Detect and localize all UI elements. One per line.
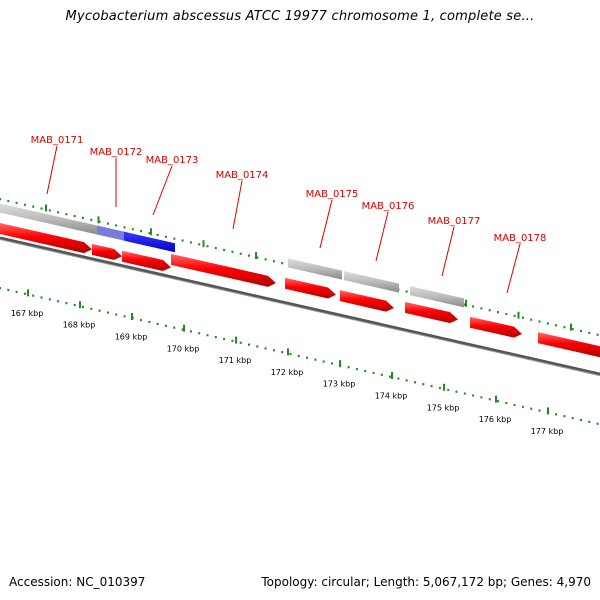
cds-arrow[interactable]	[405, 301, 458, 324]
gene-feature-selected[interactable]	[124, 231, 175, 253]
gene-label-mab_0175[interactable]: MAB_0175	[306, 189, 359, 200]
gene-leader-line	[232, 180, 243, 230]
ruler-label: 176 kbp	[479, 415, 512, 424]
map-title: Mycobacterium abscessus ATCC 19977 chrom…	[65, 9, 535, 24]
genome-summary-text: Topology: circular; Length: 5,067,172 bp…	[261, 575, 591, 589]
cds-arrow[interactable]	[470, 316, 522, 338]
gene-feature-overlap[interactable]	[97, 225, 124, 241]
chromosome-backbone-highlight	[0, 239, 600, 377]
gene-feature-gray[interactable]	[288, 258, 342, 280]
ruler-label: 171 kbp	[219, 356, 252, 365]
ruler-label: 167 kbp	[11, 309, 44, 318]
gene-leader-line	[46, 145, 58, 195]
gene-label-mab_0171[interactable]: MAB_0171	[31, 135, 84, 146]
ruler-label: 175 kbp	[427, 403, 460, 412]
ruler-label: 169 kbp	[115, 332, 148, 341]
ruler-label: 173 kbp	[323, 380, 356, 389]
chromosome-backbone	[0, 236, 600, 376]
cds-arrow[interactable]	[122, 250, 171, 272]
cds-arrow[interactable]	[171, 253, 276, 287]
cds-arrow[interactable]	[538, 332, 600, 358]
gene-label-mab_0176[interactable]: MAB_0176	[362, 201, 415, 212]
gene-label-mab_0173[interactable]: MAB_0173	[146, 155, 199, 166]
gene-label-mab_0174[interactable]: MAB_0174	[216, 170, 269, 181]
ruler-label: 172 kbp	[271, 368, 304, 377]
ruler-label: 168 kbp	[63, 321, 96, 330]
accession-text: Accession: NC_010397	[9, 575, 146, 589]
gene-feature-gray[interactable]	[0, 203, 97, 235]
gene-leader-line	[319, 199, 333, 249]
ruler-label: 177 kbp	[531, 427, 564, 436]
cds-arrow[interactable]	[0, 223, 92, 254]
gene-label-mab_0177[interactable]: MAB_0177	[428, 216, 481, 227]
gene-leader-line	[441, 226, 455, 277]
gene-leader-line	[375, 211, 389, 262]
gene-label-mab_0172[interactable]: MAB_0172	[90, 147, 143, 158]
ruler-label: 174 kbp	[375, 391, 408, 400]
gene-leader-line	[506, 243, 521, 294]
gene-feature-gray[interactable]	[410, 286, 464, 308]
cds-arrow[interactable]	[340, 290, 394, 312]
gene-label-mab_0178[interactable]: MAB_0178	[494, 233, 547, 244]
ruler-label: 170 kbp	[167, 344, 200, 353]
cds-arrow[interactable]	[92, 243, 122, 260]
gene-feature-gray[interactable]	[344, 271, 399, 293]
gene-leader-line	[152, 165, 173, 216]
cds-arrow[interactable]	[285, 277, 336, 299]
